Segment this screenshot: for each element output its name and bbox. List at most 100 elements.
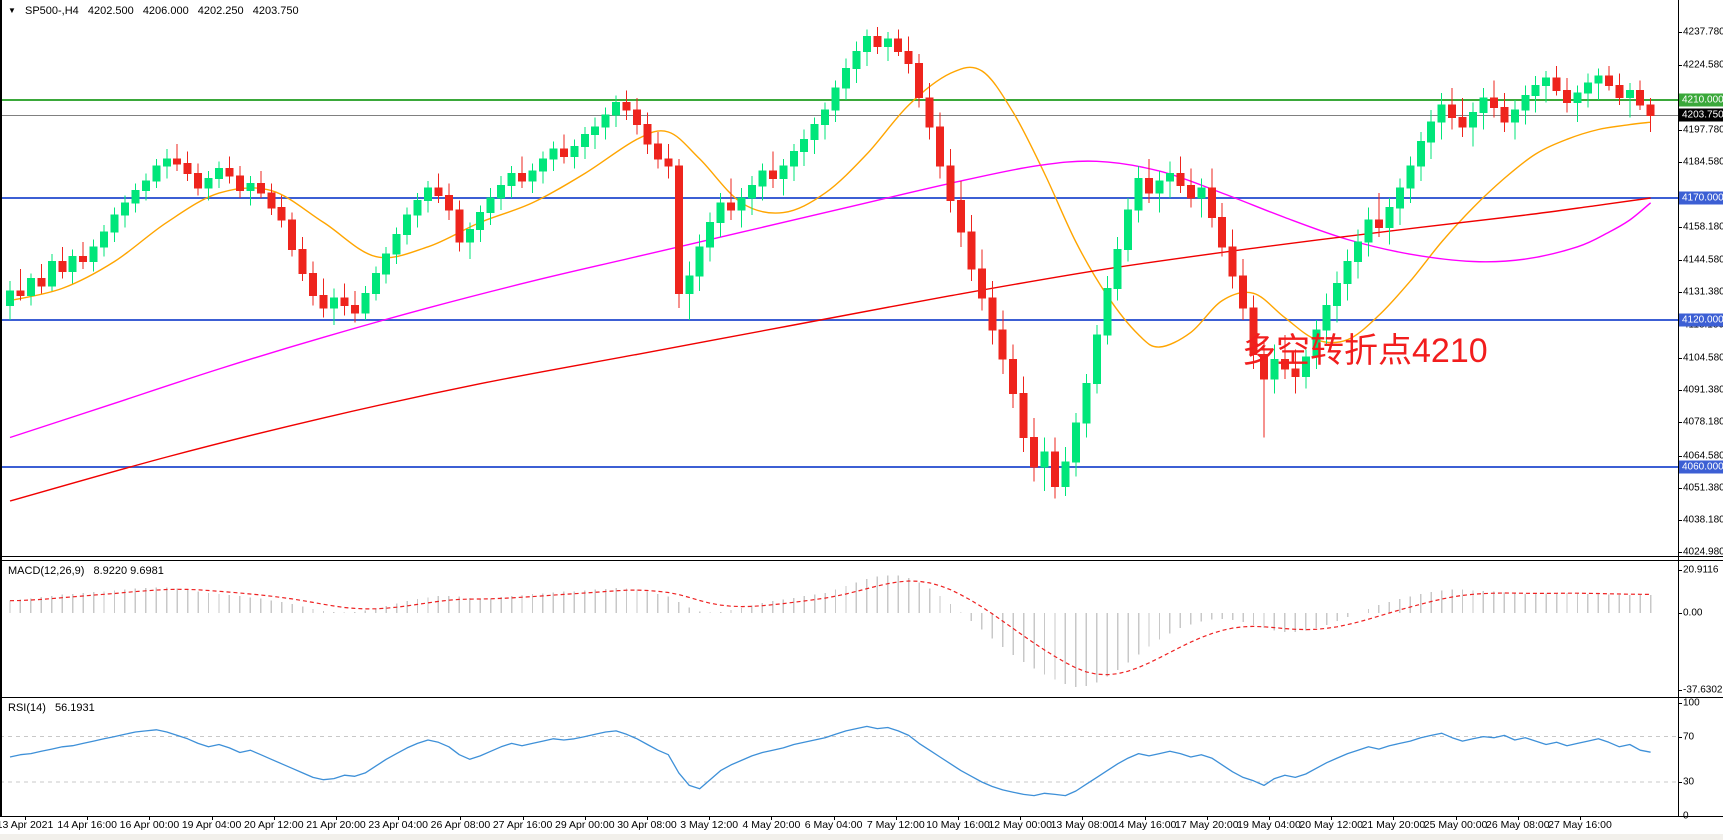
date-label: 20 Apr 12:00 bbox=[244, 819, 304, 831]
macd-rsi-divider[interactable] bbox=[0, 697, 1723, 698]
rsi-tick bbox=[1678, 736, 1682, 738]
date-label: 4 May 20:00 bbox=[742, 819, 801, 831]
main-macd-divider-2[interactable] bbox=[0, 560, 1723, 561]
date-tick bbox=[1393, 816, 1395, 820]
rsi-label: RSI(14) 56.1931 bbox=[8, 702, 101, 714]
date-label: 12 May 00:00 bbox=[988, 819, 1053, 831]
ma-fast-orange bbox=[9, 66, 1651, 348]
date-label: 26 May 08:00 bbox=[1485, 819, 1550, 831]
macd-panel-chart[interactable] bbox=[0, 561, 1678, 697]
price-axis-label: 4237.780 bbox=[1683, 26, 1723, 38]
date-tick bbox=[647, 816, 648, 820]
date-label: 19 Apr 04:00 bbox=[181, 819, 242, 831]
date-label: 13 Apr 2021 bbox=[0, 819, 54, 831]
price-axis-label: 4144.580 bbox=[1683, 254, 1723, 266]
rsi-axis-label: 70 bbox=[1683, 731, 1695, 743]
date-tick bbox=[522, 816, 524, 820]
date-tick bbox=[1144, 816, 1146, 820]
macd-values: 8.9220 9.6981 bbox=[93, 565, 164, 577]
price-tick bbox=[1678, 260, 1682, 262]
price-tick bbox=[1678, 226, 1682, 228]
date-tick bbox=[211, 816, 213, 820]
price-tick bbox=[1678, 292, 1682, 294]
rsi-value: 56.1931 bbox=[54, 702, 95, 714]
macd-name: MACD(12,26,9) bbox=[8, 565, 85, 577]
chart-title-bar: ▼ SP500-,H4 4202.500 4206.000 4202.250 4… bbox=[8, 5, 305, 17]
price-tick bbox=[1678, 162, 1682, 164]
date-tick bbox=[398, 816, 400, 820]
date-tick bbox=[1269, 816, 1270, 820]
low-value: 4202.250 bbox=[197, 5, 244, 17]
date-label: 13 May 08:00 bbox=[1050, 819, 1115, 831]
rsi-bottom-border bbox=[0, 816, 1723, 817]
price-tick bbox=[1678, 32, 1682, 34]
date-label: 23 Apr 04:00 bbox=[368, 819, 428, 831]
macd-axis-label: -37.6302 bbox=[1683, 684, 1723, 696]
date-tick bbox=[1082, 816, 1084, 820]
date-tick bbox=[149, 816, 151, 820]
date-tick bbox=[895, 816, 897, 820]
price-axis-label: 4064.580 bbox=[1683, 450, 1723, 462]
main-price-chart[interactable] bbox=[0, 0, 1678, 556]
date-label: 30 Apr 08:00 bbox=[617, 819, 677, 831]
ohlc-marker-icon[interactable]: ▼ bbox=[8, 6, 16, 15]
date-label: 21 Apr 20:00 bbox=[306, 819, 366, 831]
price-badge-4210.000: 4210.000 bbox=[1679, 93, 1723, 107]
high-value: 4206.000 bbox=[142, 5, 189, 17]
macd-tick bbox=[1678, 690, 1682, 692]
price-axis-label: 4078.180 bbox=[1683, 416, 1723, 428]
symbol-timeframe-label: SP500-,H4 bbox=[24, 5, 79, 17]
date-label: 21 May 20:00 bbox=[1361, 819, 1426, 831]
price-tick bbox=[1678, 520, 1682, 522]
price-axis-label: 4158.180 bbox=[1683, 221, 1723, 233]
price-badge-4120.000: 4120.000 bbox=[1679, 313, 1723, 327]
date-label: 20 May 12:00 bbox=[1299, 819, 1364, 831]
rsi-axis-label: 100 bbox=[1683, 697, 1700, 709]
date-tick bbox=[709, 816, 711, 820]
main-macd-divider[interactable] bbox=[0, 556, 1723, 557]
price-tick bbox=[1678, 455, 1682, 457]
price-tick bbox=[1678, 552, 1682, 554]
open-value: 4202.500 bbox=[87, 5, 134, 17]
macd-signal-line bbox=[9, 580, 1651, 676]
annotation-text: 多空转折点4210 bbox=[1242, 332, 1488, 370]
close-value: 4203.750 bbox=[252, 5, 299, 17]
macd-tick bbox=[1678, 570, 1682, 572]
date-label: 27 Apr 16:00 bbox=[492, 819, 553, 831]
date-tick bbox=[1517, 816, 1519, 820]
price-tick bbox=[1678, 390, 1682, 392]
date-tick bbox=[1020, 816, 1022, 820]
price-tick bbox=[1678, 64, 1682, 66]
price-axis-border bbox=[1678, 0, 1679, 816]
date-tick bbox=[1580, 816, 1581, 820]
price-axis-label: 4224.580 bbox=[1683, 59, 1723, 71]
date-label: 3 May 12:00 bbox=[680, 819, 739, 831]
date-label: 6 May 04:00 bbox=[804, 819, 863, 831]
rsi-panel-chart[interactable] bbox=[0, 698, 1678, 816]
date-tick bbox=[87, 816, 89, 820]
macd-axis-label: 20.9116 bbox=[1683, 564, 1719, 576]
date-label: 14 May 16:00 bbox=[1112, 819, 1177, 831]
date-tick bbox=[273, 816, 275, 820]
rsi-tick bbox=[1678, 816, 1682, 817]
bottom-strip bbox=[0, 834, 1723, 840]
date-tick bbox=[25, 816, 26, 820]
macd-axis-label: 0.00 bbox=[1683, 607, 1703, 619]
rsi-axis-label: 30 bbox=[1683, 776, 1695, 788]
rsi-tick bbox=[1678, 781, 1682, 783]
date-label: 14 Apr 16:00 bbox=[57, 819, 117, 831]
date-label: 10 May 16:00 bbox=[926, 819, 990, 831]
rsi-name: RSI(14) bbox=[8, 702, 46, 714]
ma-mid-magenta bbox=[9, 160, 1652, 439]
rsi-tick bbox=[1678, 702, 1682, 704]
ma-slow-red bbox=[9, 197, 1651, 502]
price-axis-label: 4104.580 bbox=[1683, 352, 1723, 364]
date-label: 19 May 04:00 bbox=[1237, 819, 1301, 831]
price-tick bbox=[1678, 130, 1682, 132]
date-tick bbox=[1455, 816, 1457, 820]
date-tick bbox=[336, 816, 337, 820]
price-axis-label: 4024.980 bbox=[1683, 546, 1723, 558]
price-axis-label: 4197.780 bbox=[1683, 124, 1723, 136]
current-price-badge: 4203.750 bbox=[1679, 108, 1723, 122]
macd-tick bbox=[1678, 613, 1682, 615]
